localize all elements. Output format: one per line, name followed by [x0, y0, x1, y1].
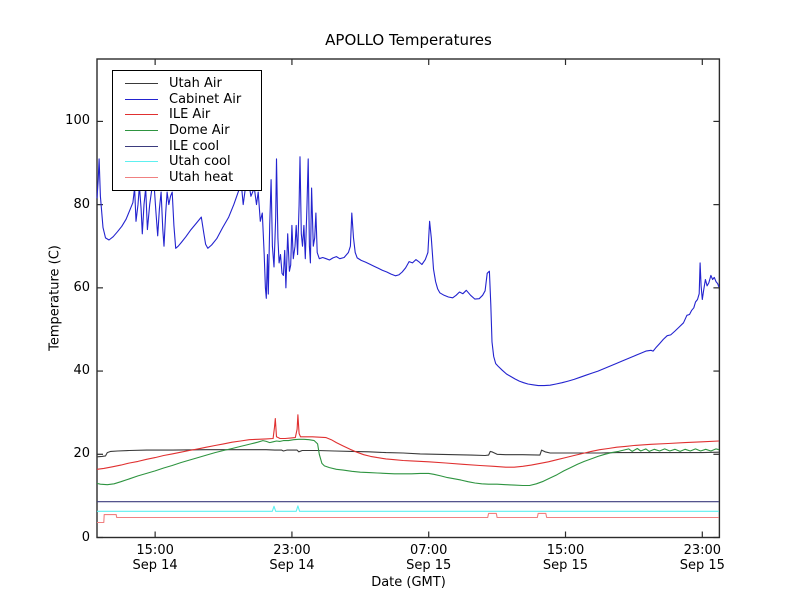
- legend-label: Utah heat: [169, 169, 234, 185]
- legend-line-swatch: [125, 176, 158, 178]
- x-tick-time: 23:00: [273, 542, 311, 558]
- y-tick-label: 40: [73, 363, 90, 379]
- axes-frame: [96, 58, 721, 539]
- legend-item-utah-cool: Utah cool: [113, 154, 261, 170]
- legend-item-ile-air: ILE Air: [113, 107, 261, 123]
- x-tick-label: 15:00 Sep 15: [521, 543, 611, 573]
- y-tick-label: 20: [73, 446, 90, 462]
- x-tick-date: Sep 15: [406, 557, 452, 573]
- series-line-utah-cool: [97, 505, 719, 512]
- legend: Utah Air Cabinet Air ILE Air Dome Air ILE co…: [112, 70, 262, 191]
- x-tick-time: 07:00: [409, 542, 448, 558]
- x-tick-label: 07:00 Sep 15: [384, 543, 474, 573]
- x-tick-date: Sep 15: [679, 557, 725, 573]
- y-tick-label: 80: [73, 196, 90, 212]
- y-tick-label: 0: [81, 529, 90, 545]
- legend-line-swatch: [125, 161, 158, 163]
- legend-line-swatch: [125, 130, 158, 132]
- legend-item-cabinet-air: Cabinet Air: [113, 92, 261, 108]
- y-tick-label: 100: [65, 113, 90, 129]
- x-tick-date: Sep 15: [542, 557, 589, 573]
- legend-label: Utah Air: [169, 76, 222, 92]
- x-tick-label: 23:00 Sep 14: [247, 543, 337, 573]
- legend-item-utah-air: Utah Air: [113, 76, 261, 92]
- x-tick-time: 23:00: [683, 542, 722, 558]
- x-tick-time: 15:00: [546, 542, 585, 558]
- y-tick-label: 60: [73, 279, 90, 295]
- legend-label: ILE Air: [169, 107, 211, 123]
- series-line-cabinet-air: [96, 156, 720, 387]
- x-tick-date: Sep 14: [269, 557, 315, 573]
- x-tick-label: 23:00 Sep 15: [657, 543, 747, 573]
- legend-line-swatch: [125, 114, 158, 116]
- legend-line-swatch: [125, 98, 158, 100]
- legend-label: Cabinet Air: [169, 91, 242, 107]
- series-line-dome-air: [96, 438, 720, 487]
- x-tick-date: Sep 14: [132, 557, 178, 573]
- x-tick-label: 15:00 Sep 14: [110, 543, 200, 573]
- y-axis-label: Temperature (C): [47, 245, 63, 351]
- legend-line-swatch: [125, 145, 158, 147]
- legend-label: Dome Air: [169, 123, 230, 139]
- legend-item-utah-heat: Utah heat: [113, 170, 261, 186]
- series-line-ile-air: [96, 414, 719, 470]
- x-axis-label: Date (GMT): [371, 575, 446, 590]
- x-tick-time: 15:00: [136, 542, 174, 558]
- legend-item-dome-air: Dome Air: [113, 123, 261, 139]
- legend-item-ile-cool: ILE cool: [113, 138, 261, 154]
- legend-line-swatch: [125, 83, 158, 85]
- series-line-utah-heat: [97, 512, 719, 524]
- series-line-utah-air: [96, 449, 719, 458]
- legend-label: Utah cool: [169, 154, 231, 170]
- legend-label: ILE cool: [169, 138, 220, 154]
- chart-title: APOLLO Temperatures: [325, 31, 492, 49]
